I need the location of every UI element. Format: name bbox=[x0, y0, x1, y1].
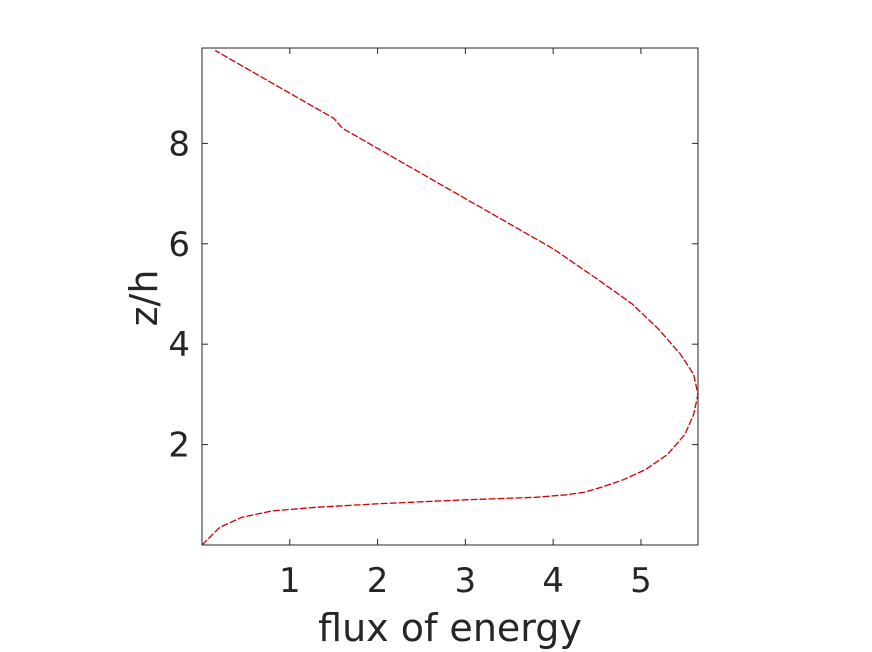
chart-marks bbox=[201, 49, 699, 546]
x-tick-label: 5 bbox=[630, 561, 652, 601]
y-tick-label: 4 bbox=[168, 325, 190, 365]
x-tick-label: 3 bbox=[455, 561, 477, 601]
x-tick-label: 2 bbox=[367, 561, 389, 601]
series-line-1 bbox=[201, 49, 699, 546]
axis-ticks: 1 2 3 4 5 2 4 6 8 bbox=[168, 48, 698, 601]
y-axis-label: z/h bbox=[122, 270, 166, 327]
x-tick-label: 1 bbox=[279, 561, 301, 601]
x-tick-label: 4 bbox=[542, 561, 564, 601]
x-axis-label: flux of energy bbox=[318, 606, 582, 650]
y-tick-label: 6 bbox=[168, 225, 190, 265]
y-tick-label: 8 bbox=[168, 124, 190, 164]
plot-frame bbox=[201, 47, 699, 546]
y-tick-label: 2 bbox=[168, 426, 190, 466]
